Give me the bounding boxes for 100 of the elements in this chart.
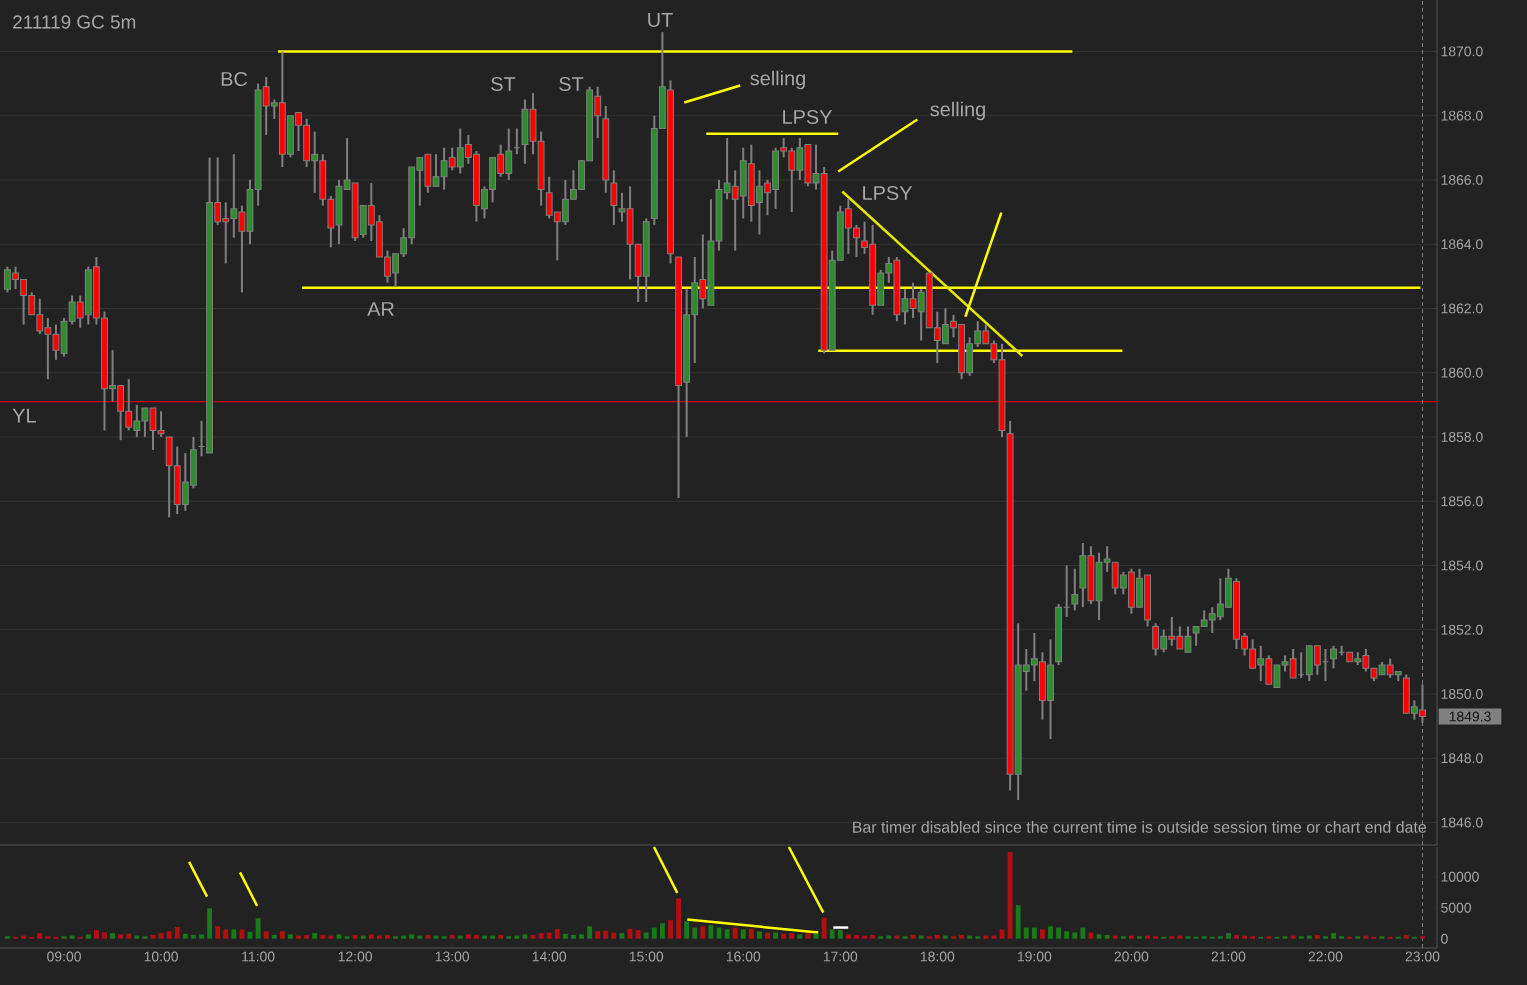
bar: [1177, 935, 1183, 939]
bar: [1420, 936, 1425, 939]
bar: [951, 936, 956, 939]
bar: [142, 936, 148, 939]
y-tick-label: 1850.0: [1441, 689, 1483, 699]
bar: [482, 935, 487, 939]
bar: [692, 927, 698, 939]
bar: [376, 935, 382, 939]
bar: [765, 932, 770, 939]
bar: [797, 934, 803, 939]
bar: [417, 935, 423, 939]
bar: [1242, 935, 1248, 939]
bar: [676, 898, 681, 939]
x-tick-label: 20:00: [1114, 951, 1149, 962]
bar: [1153, 936, 1159, 939]
bar: [506, 936, 512, 939]
bar: [174, 926, 180, 939]
bar: [61, 936, 67, 939]
x-tick-label: 22:00: [1308, 951, 1343, 962]
bar: [1379, 936, 1385, 939]
bar: [894, 935, 900, 939]
bar: [134, 935, 140, 939]
bar: [1128, 935, 1134, 939]
bar: [603, 930, 609, 939]
bar: [538, 933, 544, 939]
annotation: selling: [930, 101, 985, 121]
annotation: 1849.3: [1449, 711, 1491, 722]
bar: [474, 934, 479, 939]
bar: [296, 935, 301, 939]
annotation: ST: [559, 76, 584, 92]
bar: [829, 929, 835, 939]
bar: [263, 931, 269, 939]
bar: [1080, 927, 1086, 939]
bar: [651, 927, 657, 939]
bar: [1323, 936, 1328, 939]
bar: [21, 935, 27, 939]
x-tick-label: 10:00: [144, 951, 178, 962]
bar: [1266, 936, 1272, 939]
bar: [457, 935, 463, 939]
annotation: ST: [491, 76, 516, 92]
bar: [975, 936, 981, 939]
annotation: LPSY: [783, 109, 833, 125]
bar: [1306, 935, 1312, 939]
bar: [166, 931, 172, 939]
bar: [732, 927, 738, 939]
bar: [401, 935, 407, 939]
bar: [668, 920, 673, 939]
annotation: Bar timer disabled since the current time is outside session time or chart end date: [853, 821, 1427, 833]
bar: [1339, 936, 1345, 939]
bar: [757, 931, 762, 939]
bar: [93, 930, 99, 939]
bar: [659, 923, 665, 939]
bar: [845, 934, 851, 939]
bar: [425, 934, 431, 939]
bar: [1169, 936, 1175, 939]
x-tick-label: 23:00: [1405, 951, 1440, 962]
bar: [498, 934, 504, 939]
bar: [1363, 935, 1369, 939]
bar: [344, 936, 350, 939]
bar: [352, 934, 358, 939]
x-tick-label: 19:00: [1017, 951, 1052, 962]
bar: [368, 934, 374, 939]
bar: [182, 933, 188, 939]
bar: [393, 936, 398, 939]
candlestick: [1330, 644, 1337, 670]
bar: [1225, 933, 1231, 939]
bar: [635, 930, 641, 939]
bar: [595, 931, 601, 939]
bar: [522, 934, 528, 939]
bar: [571, 934, 576, 939]
y-tick-label: 1868.0: [1441, 110, 1483, 121]
bar: [1064, 931, 1070, 939]
bar: [870, 934, 876, 939]
bar: [902, 936, 908, 939]
bar: [118, 934, 124, 939]
bar: [1201, 936, 1207, 939]
bar: [1096, 934, 1102, 939]
text: 211119 GC 5m: [13, 15, 136, 29]
y-tick-label: 1860.0: [1441, 367, 1483, 378]
bar: [279, 931, 285, 939]
x-tick-label: 09:00: [47, 951, 81, 962]
bar: [1023, 927, 1029, 939]
bar: [360, 935, 366, 939]
bar: [1031, 927, 1037, 939]
bar: [1331, 933, 1336, 939]
bar: [1056, 927, 1062, 939]
bar: [862, 935, 867, 939]
bar: [1048, 926, 1053, 939]
bar: [1120, 936, 1126, 939]
bar: [102, 932, 107, 939]
bar: [942, 935, 948, 939]
y-tick-label: 1856.0: [1441, 496, 1483, 507]
bar: [1040, 929, 1045, 939]
x-tick-label: 15:00: [629, 951, 664, 962]
bar: [918, 935, 924, 939]
bar: [490, 935, 496, 939]
bar: [781, 933, 787, 939]
bar: [821, 917, 827, 939]
bar: [1298, 936, 1304, 939]
bar: [1314, 934, 1320, 939]
